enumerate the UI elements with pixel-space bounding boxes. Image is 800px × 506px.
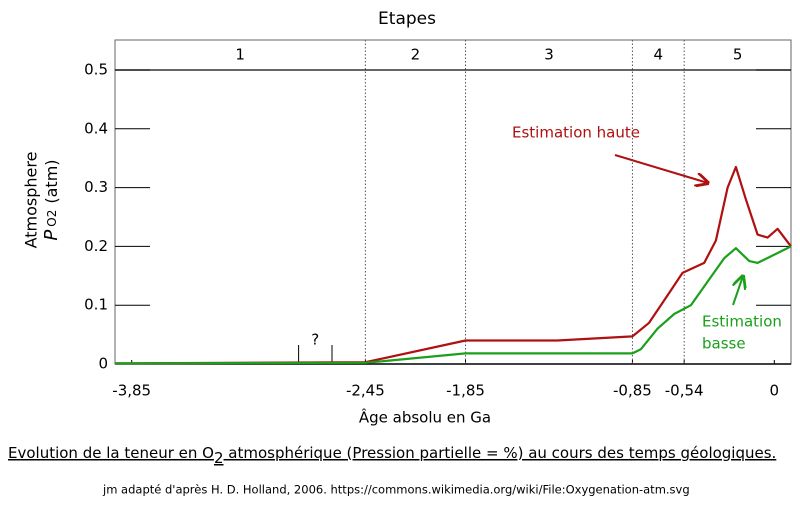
x-tick-label: -1,85	[446, 382, 485, 400]
stage-label: 5	[733, 46, 743, 64]
y-tick-label: 0.2	[84, 237, 108, 255]
y-label-2: P O2 (atm)	[41, 159, 62, 240]
x-tick-label: -0,85	[613, 382, 652, 400]
y-tick-label: 0.3	[84, 178, 108, 196]
annotation-low: basse	[702, 335, 746, 353]
y-label-unit: (atm)	[42, 159, 61, 203]
series-line	[114, 165, 792, 365]
credit: jm adapté d'après H. D. Holland, 2006. h…	[102, 483, 690, 497]
series-line	[114, 245, 792, 365]
plot-frame	[114, 39, 792, 365]
caption-subscript: 2	[214, 449, 224, 467]
caption-start: Evolution de la teneur en O	[8, 444, 214, 462]
stage-label: 3	[544, 46, 554, 64]
arrow	[732, 276, 743, 306]
y-label-symbol: P	[41, 230, 62, 241]
annotation-high: Estimation haute	[512, 124, 640, 142]
caption: Evolution de la teneur en O2 atmosphériq…	[8, 444, 776, 467]
stage-label: 4	[654, 46, 664, 64]
stage-label: 1	[235, 46, 245, 64]
y-tick-label: 0	[98, 355, 108, 373]
annotation-low: Estimation	[702, 313, 782, 331]
chart-title: Etapes	[378, 9, 436, 29]
y-label-subscript: O2	[45, 210, 59, 227]
x-tick-label: -2,45	[346, 382, 385, 400]
x-tick-label: -3,85	[112, 382, 151, 400]
x-tick-label: 0	[770, 382, 780, 400]
y-tick-label: 0.5	[84, 61, 108, 79]
y-tick-label: 0.4	[84, 119, 108, 137]
caption-end: atmosphérique (Pression partielle = %) a…	[224, 444, 777, 462]
stage-label: 2	[411, 46, 421, 64]
x-tick-label: -0,54	[665, 382, 704, 400]
arrow	[614, 154, 708, 183]
x-label: Âge absolu en Ga	[359, 408, 491, 427]
y-label: Atmosphere	[22, 152, 41, 249]
y-tick-label: 0.1	[84, 296, 108, 314]
question-label: ?	[311, 331, 319, 349]
